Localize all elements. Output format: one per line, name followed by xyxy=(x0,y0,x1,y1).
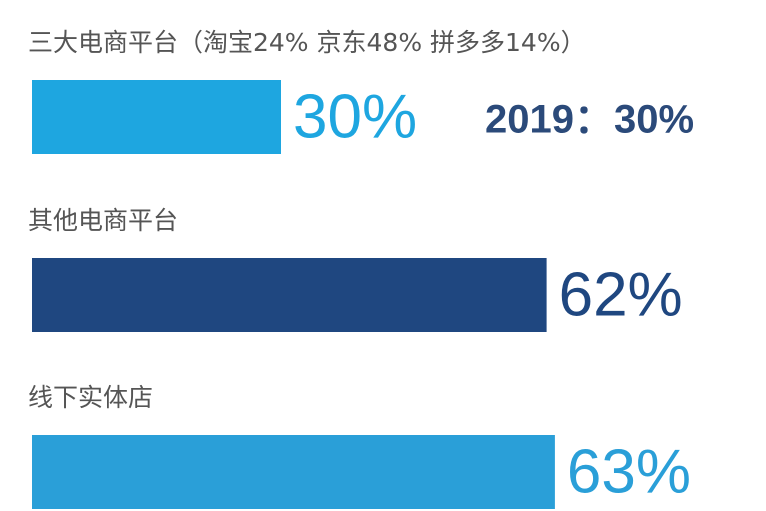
bar xyxy=(32,80,281,154)
bar xyxy=(32,435,555,509)
annotation: 2019：30% xyxy=(485,98,694,142)
value-label: 62% xyxy=(559,260,683,329)
category-label: 三大电商平台（淘宝24% 京东48% 拼多多14%） xyxy=(28,28,586,57)
bar xyxy=(32,258,547,332)
value-label: 63% xyxy=(567,437,691,506)
category-label: 线下实体店 xyxy=(28,383,153,412)
category-label: 其他电商平台 xyxy=(28,206,178,235)
value-label: 30% xyxy=(293,82,417,151)
